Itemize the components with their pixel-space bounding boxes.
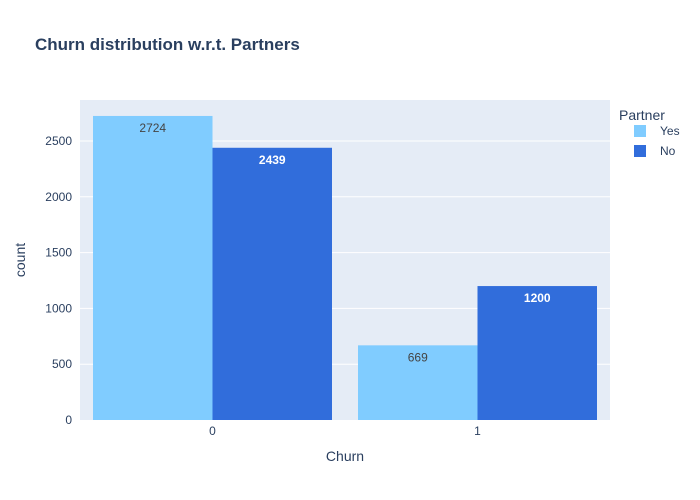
data-labels: 2724 2439 669 1200 — [139, 121, 551, 364]
legend-item-no[interactable]: No — [634, 144, 676, 158]
y-axis-ticks: 0 500 1000 1500 2000 2500 — [45, 134, 72, 427]
data-label: 669 — [408, 350, 428, 364]
x-axis-title: Churn — [326, 448, 364, 464]
y-tick-label: 0 — [65, 413, 72, 427]
legend-label: Yes — [660, 124, 680, 138]
bar-yes-1[interactable] — [358, 345, 478, 420]
y-axis-title: count — [12, 243, 28, 277]
legend-swatch — [634, 145, 646, 157]
x-tick-label: 0 — [209, 424, 216, 438]
chart-title: Churn distribution w.r.t. Partners — [35, 35, 300, 54]
bar-no-0[interactable] — [212, 147, 333, 421]
data-label: 2439 — [259, 153, 286, 167]
y-tick-label: 2000 — [45, 190, 72, 204]
bar-no-1[interactable] — [477, 286, 598, 420]
bars — [93, 115, 598, 421]
legend-item-yes[interactable]: Yes — [634, 124, 680, 138]
legend-label: No — [660, 144, 676, 158]
y-tick-label: 1000 — [45, 301, 72, 315]
y-tick-label: 500 — [52, 357, 72, 371]
legend-items: Yes No — [634, 124, 680, 158]
legend: Partner Yes No — [619, 107, 680, 158]
bar-yes-0[interactable] — [93, 115, 213, 420]
x-tick-label: 1 — [474, 424, 481, 438]
y-tick-label: 1500 — [45, 246, 72, 260]
legend-swatch — [634, 125, 646, 137]
data-label: 1200 — [524, 291, 551, 305]
data-label: 2724 — [139, 121, 166, 135]
y-tick-label: 2500 — [45, 134, 72, 148]
legend-title: Partner — [619, 107, 665, 123]
